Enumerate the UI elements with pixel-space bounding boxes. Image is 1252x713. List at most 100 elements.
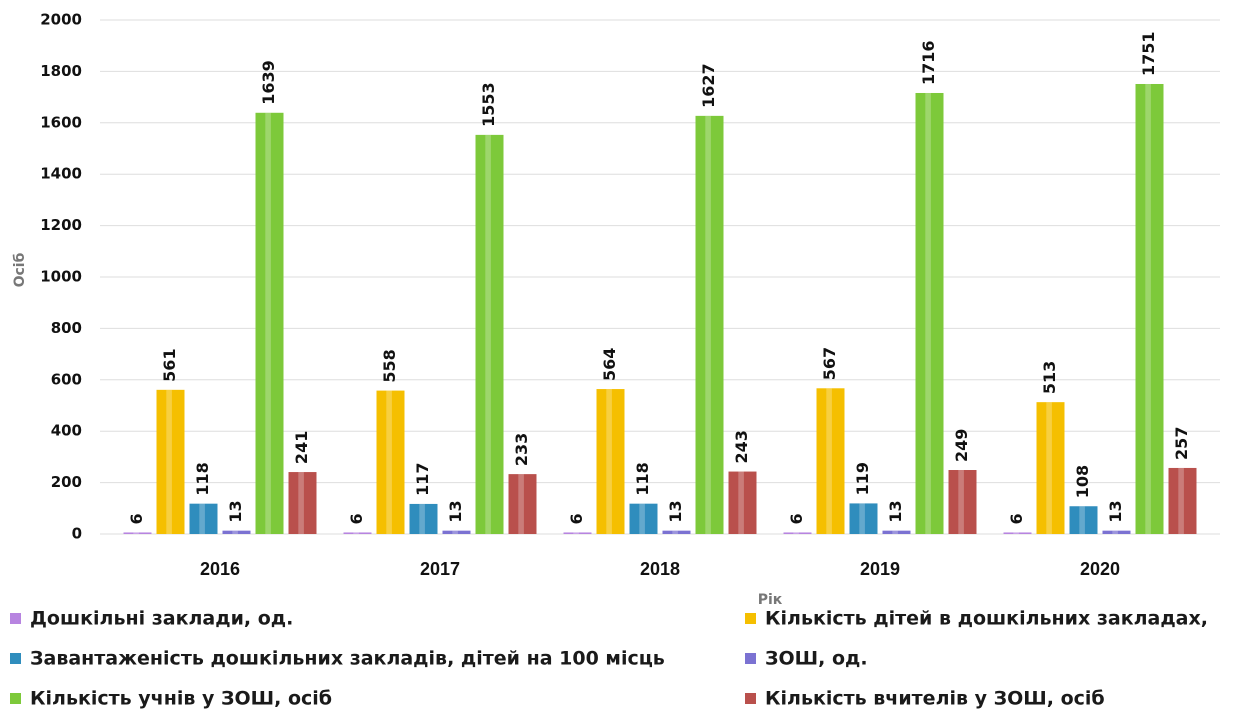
bar-highlight [892, 530, 898, 534]
data-label: 1553 [479, 82, 498, 127]
data-label: 558 [380, 349, 399, 382]
data-label: 564 [600, 348, 619, 381]
y-tick-label: 1600 [40, 113, 82, 131]
x-tick-label: 2018 [640, 559, 680, 579]
data-label: 1639 [259, 60, 278, 105]
data-label: 561 [160, 348, 179, 381]
legend-swatch [10, 653, 21, 664]
y-tick-label: 800 [51, 319, 82, 337]
bar-highlight [485, 134, 491, 534]
bar-highlight [232, 530, 238, 534]
bar-highlight [639, 503, 645, 534]
bar-highlight [133, 532, 139, 534]
y-tick-label: 0 [72, 525, 82, 543]
bar-highlight [1145, 83, 1151, 535]
legend-swatch [745, 613, 756, 624]
bar-highlight [1079, 506, 1085, 534]
bar [662, 530, 691, 534]
data-label: 257 [1172, 427, 1191, 460]
bar [123, 532, 152, 534]
bar [1069, 506, 1098, 534]
data-label: 13 [1106, 500, 1125, 522]
data-label: 513 [1040, 361, 1059, 394]
data-label: 119 [853, 462, 872, 495]
data-label: 6 [567, 513, 586, 524]
bar [849, 503, 878, 534]
bar-highlight [672, 530, 678, 534]
x-tick-label: 2020 [1080, 559, 1120, 579]
bar [948, 470, 977, 534]
legend-swatch [745, 693, 756, 704]
data-label: 6 [1007, 513, 1026, 524]
bar-highlight [826, 388, 832, 534]
data-label: 249 [952, 429, 971, 462]
y-tick-label: 1400 [40, 165, 82, 183]
bar-highlight [859, 503, 865, 534]
data-label: 118 [193, 462, 212, 495]
x-tick-label: 2016 [200, 559, 240, 579]
legend-swatch [10, 613, 21, 624]
bar-highlight [958, 470, 964, 534]
legend-label: Завантаженість дошкільних закладів, діте… [30, 648, 665, 670]
bar [343, 532, 372, 534]
data-label: 233 [512, 433, 531, 466]
bar [1168, 467, 1197, 534]
bar [508, 474, 537, 534]
data-label: 13 [226, 500, 245, 522]
bar [475, 134, 504, 534]
bar-highlight [386, 390, 392, 534]
bar-highlight [925, 92, 931, 534]
y-tick-label: 2000 [40, 11, 82, 29]
bar-highlight [1112, 530, 1118, 534]
data-label: 117 [413, 463, 432, 496]
bar-highlight [705, 115, 711, 535]
bar-highlight [738, 471, 744, 534]
data-label: 1751 [1139, 31, 1158, 76]
data-label: 6 [787, 513, 806, 524]
bar-highlight [1178, 467, 1184, 534]
data-label: 13 [446, 500, 465, 522]
x-tick-label: 2017 [420, 559, 460, 579]
data-label: 241 [292, 431, 311, 464]
bar [695, 115, 724, 535]
data-label: 118 [633, 462, 652, 495]
y-tick-label: 600 [51, 370, 82, 388]
data-label: 108 [1073, 465, 1092, 498]
bar-highlight [265, 112, 271, 534]
bar [882, 530, 911, 534]
bar [596, 389, 625, 534]
bar [222, 530, 251, 534]
bar [728, 471, 757, 534]
bar [783, 532, 812, 534]
y-tick-label: 1200 [40, 216, 82, 234]
legend-label: Кількість вчителів у ЗОШ, осіб [765, 688, 1105, 710]
bar [816, 388, 845, 534]
bar [442, 530, 471, 534]
y-tick-label: 1800 [40, 62, 82, 80]
legend-swatch [745, 653, 756, 664]
bar [409, 503, 438, 534]
bar [376, 390, 405, 534]
y-tick-label: 1000 [40, 268, 82, 286]
bar [156, 389, 185, 534]
bar-highlight [353, 532, 359, 534]
legend-label: Дошкільні заклади, од. [30, 608, 293, 630]
bar-highlight [1046, 402, 1052, 534]
bar-highlight [606, 389, 612, 534]
bar-highlight [298, 472, 304, 534]
legend-label: ЗОШ, од. [765, 648, 868, 670]
bar-highlight [199, 503, 205, 534]
y-tick-label: 400 [51, 422, 82, 440]
bar [915, 92, 944, 534]
bar [255, 112, 284, 534]
bar [563, 532, 592, 534]
data-label: 567 [820, 347, 839, 380]
bar-highlight [452, 530, 458, 534]
bar [629, 503, 658, 534]
data-label: 243 [732, 430, 751, 463]
legend-swatch [10, 693, 21, 704]
bar [1135, 83, 1164, 535]
bar [1036, 402, 1065, 534]
x-axis-label: Рік [758, 592, 783, 608]
